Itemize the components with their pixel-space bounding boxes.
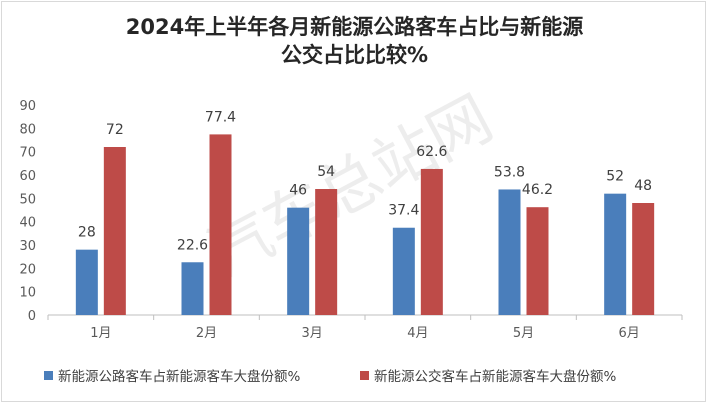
legend-item-series-1: 新能源公路客车占新能源客车大盘份额% (44, 364, 300, 386)
legend-label-series-2: 新能源公交客车占新能源客车大盘份额% (374, 369, 617, 385)
chart-title-line-1: 2024年上半年各月新能源公路客车占比与新能源 (125, 15, 584, 39)
x-tick-label: 3月 (302, 326, 323, 341)
bar-series-1 (392, 227, 415, 315)
y-tick-label: 40 (19, 216, 36, 231)
data-label-series-2: 77.4 (205, 109, 236, 125)
legend-swatch-series-2 (360, 370, 369, 380)
bar-series-1 (287, 207, 310, 315)
y-tick-label: 70 (19, 146, 36, 161)
data-label-series-2: 62.6 (416, 144, 447, 160)
x-tick-label: 1月 (90, 326, 111, 341)
y-tick-label: 80 (19, 122, 36, 137)
watermark: 汽车总站网 (196, 81, 504, 291)
data-label-series-2: 54 (317, 164, 335, 180)
y-tick-label: 30 (19, 239, 36, 254)
data-label-series-1: 46 (289, 183, 307, 199)
legend: 新能源公路客车占新能源客车大盘份额% 新能源公交客车占新能源客车大盘份额% (0, 364, 709, 386)
data-label-series-1: 37.4 (388, 203, 419, 219)
legend-item-series-2: 新能源公交客车占新能源客车大盘份额% (360, 364, 616, 386)
bar-series-2 (420, 168, 443, 315)
y-tick-label: 60 (19, 169, 36, 184)
chart-title-line-2: 公交占比比较% (280, 43, 429, 67)
data-labels: 28 72 22.6 77.4 46 54 37.4 62.6 53.8 46.2 52 48 (78, 109, 652, 253)
bar-series-2 (315, 189, 338, 315)
x-tick-label: 2月 (196, 326, 217, 341)
legend-label-series-1: 新能源公路客车占新能源客车大盘份额% (58, 369, 301, 385)
data-label-series-1: 22.6 (177, 237, 208, 253)
y-tick-label: 50 (19, 192, 36, 207)
legend-swatch-series-1 (44, 370, 53, 380)
data-label-series-2: 46.2 (522, 182, 553, 198)
y-tick-label: 90 (19, 99, 36, 114)
data-label-series-1: 52 (606, 169, 624, 185)
axes: 0 10 20 30 40 50 60 70 80 90 1月 2月 3月 4月 5月 6月 (19, 99, 683, 341)
y-tick-label: 10 (19, 286, 36, 301)
y-tick-label: 20 (19, 262, 36, 277)
data-label-series-1: 28 (78, 225, 96, 241)
data-label-series-2: 72 (106, 122, 124, 138)
x-tick-label: 4月 (407, 326, 428, 341)
bar-series-2 (632, 203, 655, 315)
chart-title: 2024年上半年各月新能源公路客车占比与新能源 公交占比比较% (0, 13, 709, 69)
bar-series-2 (209, 134, 232, 315)
x-tick-label: 6月 (619, 326, 640, 341)
bar-series-1 (75, 249, 98, 315)
bars (75, 134, 655, 315)
bar-series-1 (604, 193, 627, 315)
bar-series-2 (103, 147, 126, 315)
data-label-series-2: 48 (634, 178, 652, 194)
bar-series-2 (526, 207, 549, 315)
y-tick-label: 0 (28, 309, 36, 324)
bar-series-1 (181, 262, 204, 315)
bar-series-1 (498, 189, 521, 315)
data-label-series-1: 53.8 (494, 164, 525, 180)
x-tick-label: 5月 (513, 326, 534, 341)
